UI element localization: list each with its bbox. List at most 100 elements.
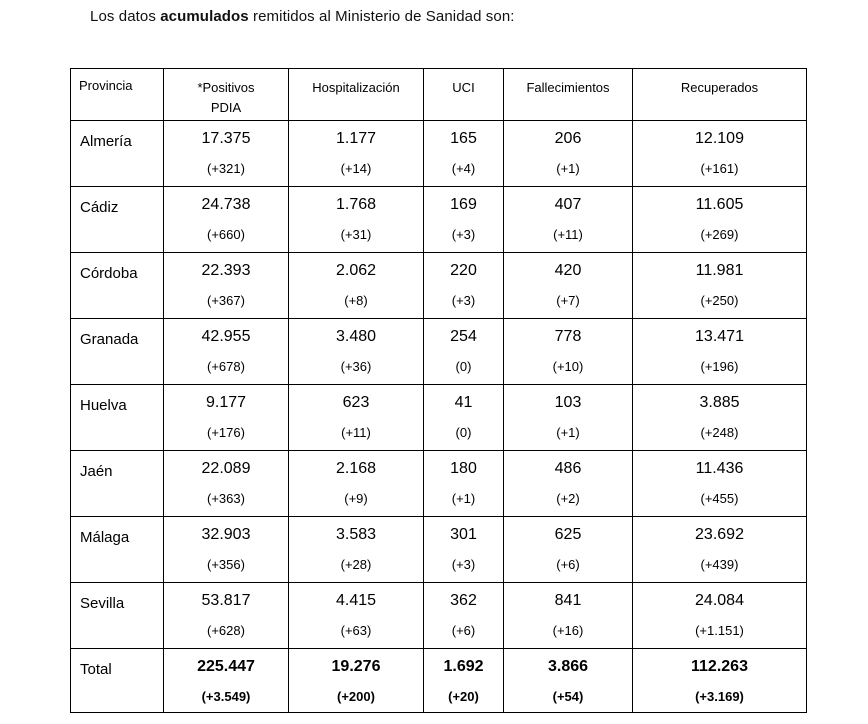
cell-value: 12.109	[695, 130, 744, 147]
header-cell-provincia: Provincia	[70, 68, 164, 121]
cell-value: 19.276	[331, 658, 381, 675]
cell-value: 53.817	[201, 592, 251, 609]
table-row-cordoba: Córdoba 22.393 (+367) 2.062 (+8) 220 (+3) 4…	[70, 252, 807, 319]
hospitalizacion-cell: 2.168 (+9)	[288, 450, 424, 517]
title-prefix: Los datos	[90, 8, 161, 25]
cell-delta: (+36)	[340, 359, 372, 374]
cell-delta: (+8)	[344, 293, 368, 308]
fallecimientos-cell: 3.866 (+54)	[503, 648, 633, 713]
cell-value: 225.447	[197, 658, 255, 675]
positivos-cell: 225.447 (+3.549)	[163, 648, 289, 713]
recuperados-cell: 11.981 (+250)	[632, 252, 807, 319]
uci-cell: 180 (+1)	[423, 450, 504, 517]
cell-value: 3.480	[335, 328, 377, 345]
fallecimientos-cell: 486 (+2)	[503, 450, 633, 517]
cell-value: 623	[342, 394, 370, 411]
cell-delta: (+248)	[700, 425, 739, 440]
positivos-cell: 17.375 (+321)	[163, 120, 289, 187]
table-row-almeria: Almería 17.375 (+321) 1.177 (+14) 165 (+4) …	[70, 120, 807, 187]
cell-value: 625	[554, 526, 582, 543]
cell-value: 165	[450, 130, 477, 147]
cell-delta: (+2)	[556, 491, 580, 506]
table-row-sevilla: Sevilla 53.817 (+628) 4.415 (+63) 362 (+6) …	[70, 582, 807, 649]
cell-value: 362	[450, 592, 477, 609]
positivos-cell: 32.903 (+356)	[163, 516, 289, 583]
cell-value: 24.738	[201, 196, 251, 213]
cell-value: 486	[554, 460, 582, 477]
cell-delta: (+3)	[451, 557, 476, 572]
title-bold-word: acumulados	[160, 8, 249, 25]
cell-delta: (+1.151)	[695, 623, 744, 638]
cell-delta: (+3)	[451, 293, 476, 308]
cell-delta: (+4)	[451, 161, 476, 176]
recuperados-cell: 112.263 (+3.169)	[632, 648, 807, 713]
province-cell: Almería	[70, 120, 164, 187]
cell-delta: (+3)	[451, 227, 476, 242]
cell-delta: (+455)	[700, 491, 739, 506]
province-cell: Total	[70, 648, 164, 713]
cell-delta: (+269)	[700, 227, 739, 242]
cell-value: 11.605	[695, 196, 744, 213]
province-cell: Córdoba	[70, 252, 164, 319]
fallecimientos-cell: 778 (+10)	[503, 318, 633, 385]
cell-value: 1.692	[443, 658, 484, 675]
cell-value: 112.263	[691, 658, 748, 675]
cell-delta: (+196)	[700, 359, 739, 374]
cell-delta: (+31)	[340, 227, 372, 242]
cell-delta: (+14)	[340, 161, 372, 176]
cell-delta: (+54)	[552, 689, 584, 704]
table-row-total: Total 225.447 (+3.549) 19.276 (+200) 1.692…	[70, 648, 807, 713]
positivos-cell: 42.955 (+678)	[163, 318, 289, 385]
cell-delta: (+660)	[207, 227, 245, 242]
cell-value: 41	[454, 394, 473, 411]
cell-delta: (+161)	[700, 161, 739, 176]
cell-delta: (+200)	[337, 689, 375, 704]
cell-delta: (0)	[455, 425, 472, 440]
cell-value: 301	[450, 526, 477, 543]
table-row-huelva: Huelva 9.177 (+176) 623 (+11) 41 (0) 103 (+1…	[70, 384, 807, 451]
cell-value: 103	[554, 394, 582, 411]
cell-delta: (+11)	[341, 425, 371, 440]
cell-value: 841	[554, 592, 582, 609]
cell-value: 3.885	[699, 394, 740, 411]
cell-value: 2.062	[335, 262, 377, 279]
uci-cell: 254 (0)	[423, 318, 504, 385]
cell-delta: (+28)	[340, 557, 372, 572]
cell-value: 220	[450, 262, 477, 279]
cell-delta: (+20)	[448, 689, 479, 704]
cell-value: 3.583	[335, 526, 377, 543]
cell-value: 11.436	[695, 460, 744, 477]
province-cell: Huelva	[70, 384, 164, 451]
cell-delta: (+3.169)	[695, 689, 744, 704]
positivos-cell: 53.817 (+628)	[163, 582, 289, 649]
cell-delta: (+16)	[552, 623, 584, 638]
header-cell-positivos: *Positivos PDIA	[163, 68, 289, 121]
cell-value: 13.471	[695, 328, 744, 345]
header-row: Provincia *Positivos PDIA Hospitalización…	[70, 68, 807, 121]
positivos-cell: 22.089 (+363)	[163, 450, 289, 517]
cell-delta: (+6)	[451, 623, 476, 638]
province-cell: Cádiz	[70, 186, 164, 253]
recuperados-cell: 24.084 (+1.151)	[632, 582, 807, 649]
cell-delta: (+9)	[344, 491, 368, 506]
hospitalizacion-cell: 3.583 (+28)	[288, 516, 424, 583]
cell-delta: (+1)	[556, 161, 580, 176]
cell-value: 1.768	[335, 196, 377, 213]
cell-value: 1.177	[335, 130, 377, 147]
cell-value: 22.089	[201, 460, 251, 477]
cell-value: 407	[554, 196, 582, 213]
uci-cell: 301 (+3)	[423, 516, 504, 583]
fallecimientos-cell: 841 (+16)	[503, 582, 633, 649]
cell-delta: (+10)	[552, 359, 584, 374]
cell-delta: (0)	[455, 359, 472, 374]
hospitalizacion-cell: 623 (+11)	[288, 384, 424, 451]
hospitalizacion-cell: 1.768 (+31)	[288, 186, 424, 253]
uci-cell: 41 (0)	[423, 384, 504, 451]
cell-delta: (+176)	[207, 425, 245, 440]
cell-value: 420	[554, 262, 582, 279]
cell-value: 11.981	[695, 262, 744, 279]
hospitalizacion-cell: 1.177 (+14)	[288, 120, 424, 187]
cell-delta: (+1)	[451, 491, 476, 506]
recuperados-cell: 23.692 (+439)	[632, 516, 807, 583]
